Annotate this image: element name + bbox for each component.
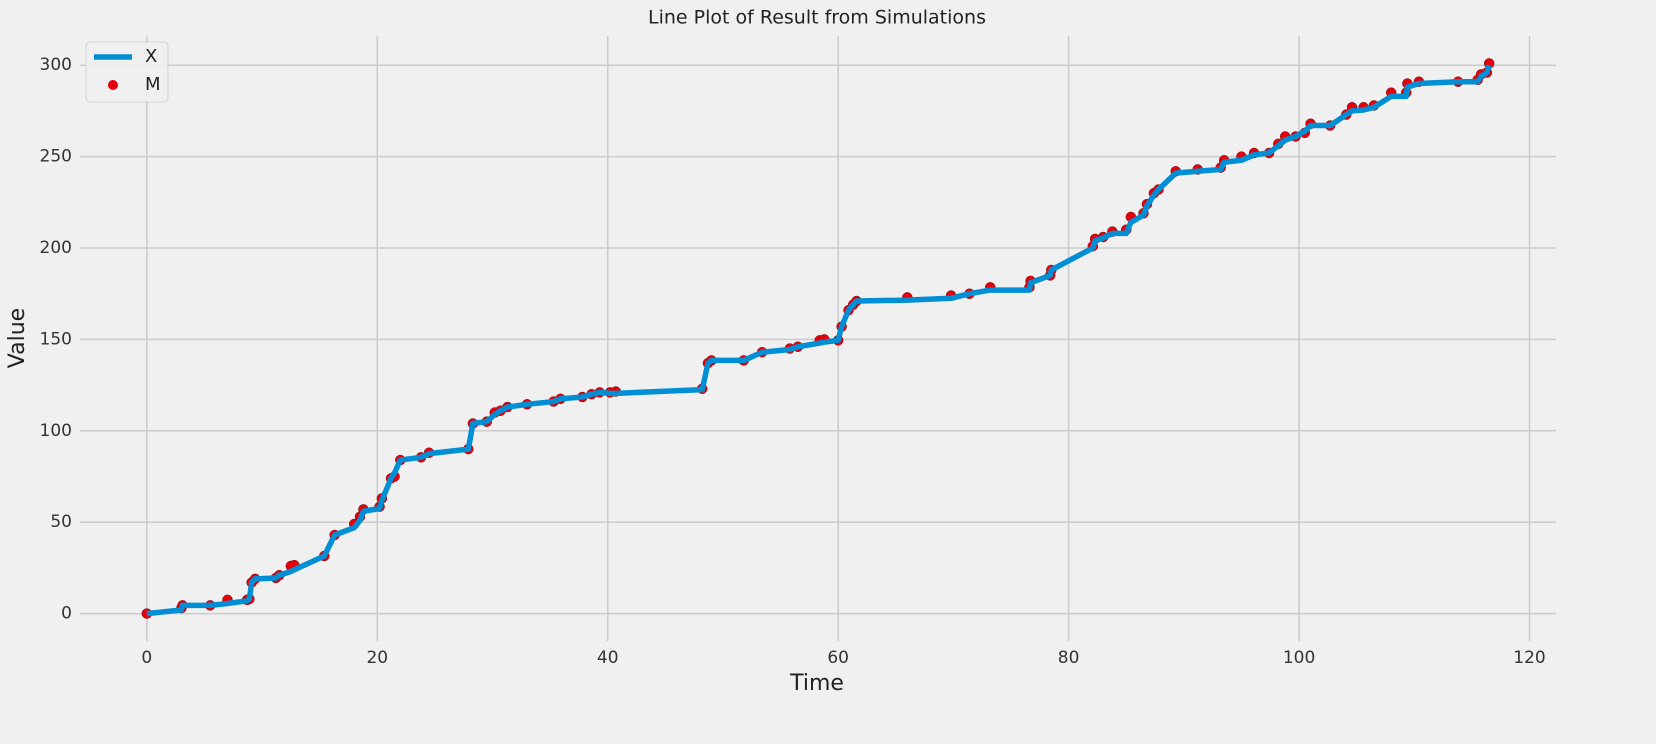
- x-tick-label: 40: [597, 648, 619, 668]
- y-tick-label: 100: [40, 421, 72, 441]
- legend-swatch: [108, 80, 118, 90]
- y-tick-label: 200: [40, 238, 72, 258]
- data-line: [146, 64, 1492, 617]
- y-tick-label: 0: [61, 604, 72, 624]
- x-tick-label: 0: [141, 648, 152, 668]
- y-tick-label: 250: [40, 147, 72, 167]
- y-tick-label: 50: [50, 512, 72, 532]
- y-tick-label: 150: [40, 329, 72, 349]
- legend-label: X: [145, 46, 157, 67]
- y-axis-label: Value: [5, 308, 30, 368]
- chart-title: Line Plot of Result from Simulations: [648, 7, 986, 29]
- x-tick-label: 80: [1058, 648, 1080, 668]
- y-tick-label: 300: [40, 55, 72, 75]
- x-tick-label: 120: [1513, 648, 1545, 668]
- x-tick-label: 60: [827, 648, 849, 668]
- x-tick-label: 100: [1283, 648, 1315, 668]
- legend-label: M: [145, 74, 161, 95]
- legend: XM: [85, 41, 169, 103]
- x-tick-label: 20: [366, 648, 388, 668]
- x-axis-label: Time: [789, 671, 844, 696]
